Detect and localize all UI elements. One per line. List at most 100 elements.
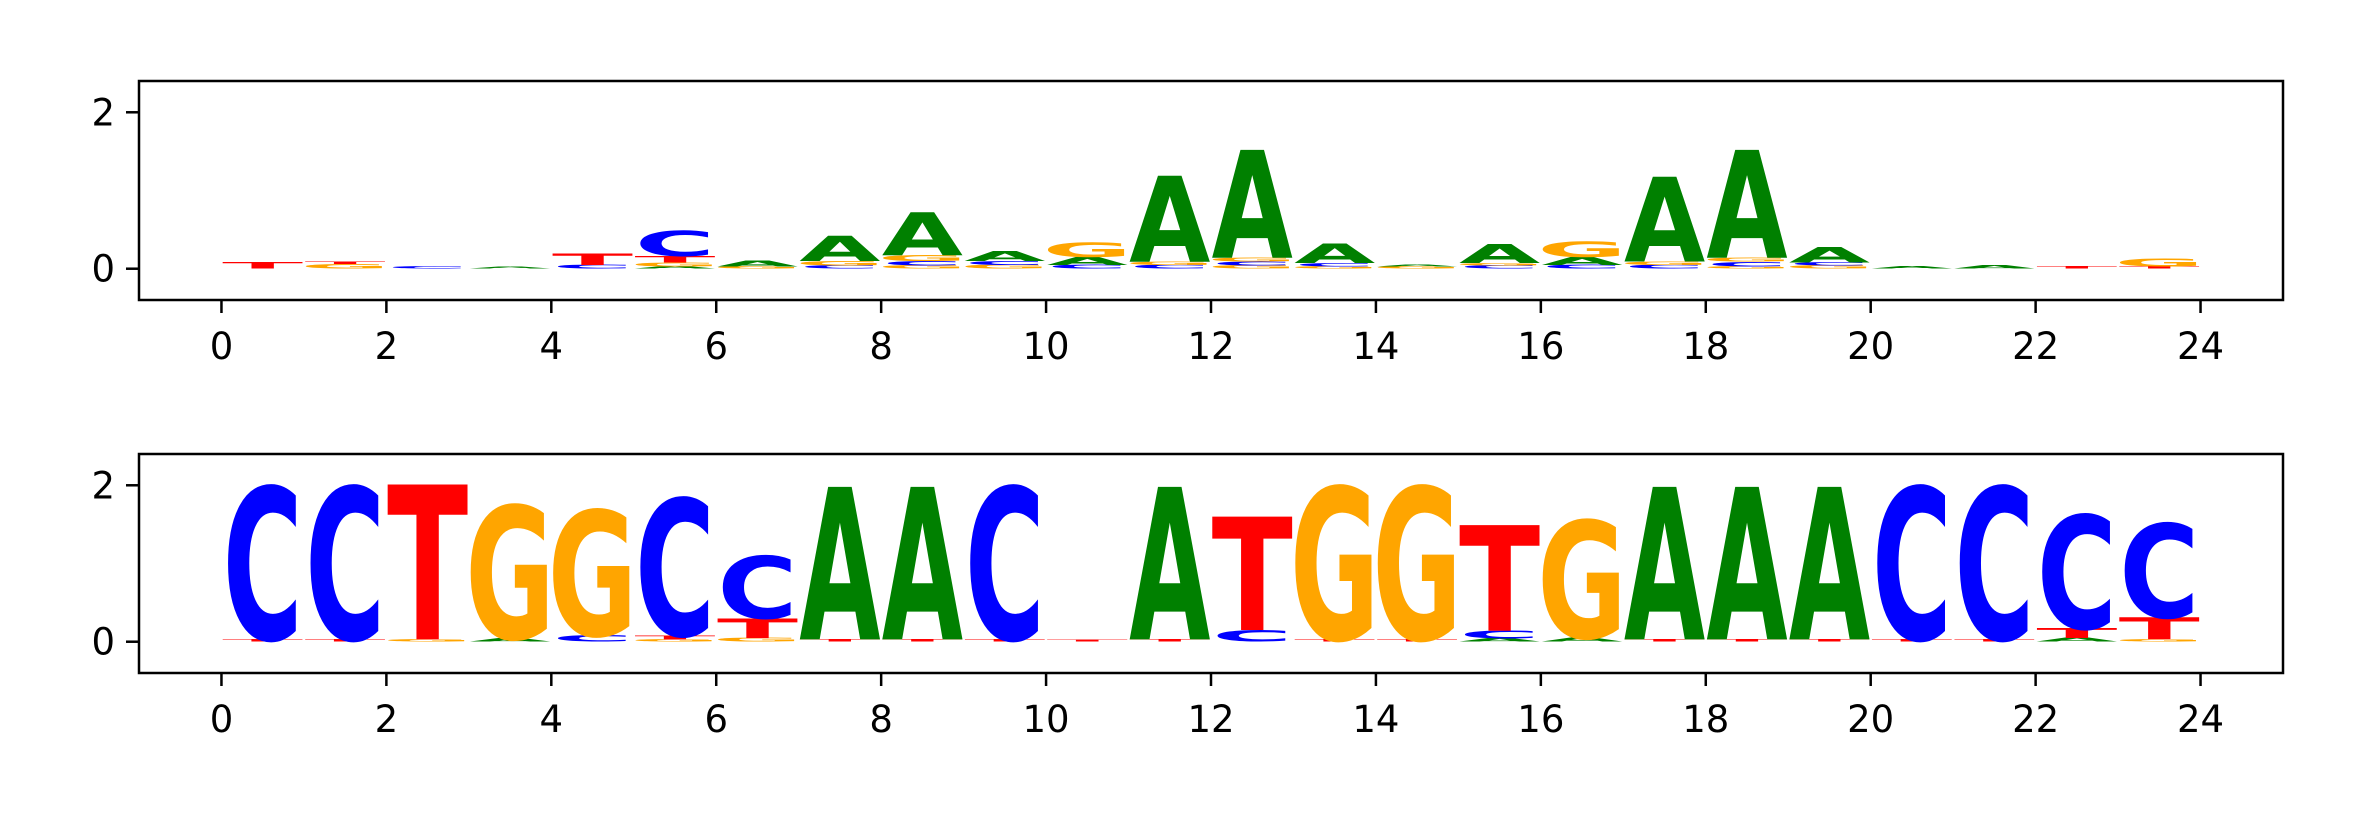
logo-letter-A-panel1-pos3-0: A [469, 638, 551, 643]
logo-letter-C-panel0-pos13-1: C [1295, 262, 1375, 267]
x-tick-label-panel1-0: 0 [210, 698, 234, 741]
logo-letter-A-panel0-pos8-3: A [882, 201, 963, 270]
logo-letter-T-panel1-pos17-0: T [1624, 639, 1705, 643]
x-tick-label-panel1-3: 6 [704, 698, 728, 741]
x-axis-bottom: 0 2 4 6 8 10 12 14 16 18 20 22 24 [210, 673, 2224, 741]
logo-letter-G-panel1-pos16-1: G [1537, 489, 1627, 676]
logo-letter-A-panel0-pos6-1: A [717, 259, 799, 268]
logo-letter-A-panel1-pos22-0: A [2036, 637, 2118, 643]
x-tick-label-panel1-5: 10 [1023, 698, 1070, 741]
logo-letter-C-panel1-pos9-1: C [965, 446, 1045, 689]
logo-letter-T-panel1-pos6-1: T [717, 613, 798, 644]
logo-letter-C-panel1-pos1-1: C [305, 446, 385, 689]
logo-letter-A-panel0-pos3-0: A [469, 267, 551, 270]
logo-letter-G-panel1-pos23-0: G [2114, 639, 2204, 643]
logo-letter-T-panel0-pos23-0: T [2119, 266, 2200, 270]
logo-letter-T-panel1-pos18-0: T [1706, 639, 1787, 643]
logo-letter-G-panel1-pos2-0: G [383, 639, 473, 643]
logo-letter-A-panel0-pos19-2: A [1789, 243, 1871, 268]
y-axis-top: 02 [91, 91, 139, 291]
logo-letter-G-panel0-pos5-1: G [630, 261, 720, 267]
logo-letter-A-panel1-pos15-0: A [1459, 638, 1541, 643]
y-tick-label-panel1-0: 0 [91, 621, 115, 664]
logo-letter-A-panel0-pos15-2: A [1459, 240, 1540, 270]
logo-letter-G-panel1-pos13-1: G [1290, 446, 1380, 689]
logo-letter-G-panel0-pos23-1: G [2114, 257, 2204, 269]
logo-letter-G-panel0-pos15-1: G [1455, 263, 1545, 267]
logo-letter-C-panel0-pos19-1: C [1789, 262, 1869, 267]
logo-letter-C-panel0-pos18-1: C [1707, 260, 1787, 267]
logo-letter-G-panel0-pos1-0: G [300, 263, 390, 270]
logo-letter-T-panel1-pos21-0: T [1954, 639, 2035, 643]
logo-letter-A-panel1-pos7-1: A [799, 446, 880, 690]
logo-letter-G-panel1-pos4-1: G [548, 476, 638, 676]
x-tick-label-panel0-5: 10 [1023, 325, 1070, 368]
x-tick-label-panel1-8: 16 [1517, 698, 1564, 741]
logo-letter-A-panel0-pos10-1: A [1047, 255, 1129, 268]
logo-letter-C-panel0-pos9-1: C [965, 260, 1045, 266]
logo-letter-T-panel1-pos8-0: T [882, 639, 963, 643]
x-tick-label-panel0-1: 2 [375, 325, 399, 368]
x-tick-label-panel1-12: 24 [2177, 698, 2224, 741]
logo-letter-C-panel1-pos4-0: C [552, 634, 632, 644]
logo-letter-G-panel0-pos16-2: G [1537, 237, 1627, 262]
logo-letter-T-panel0-pos5-2: T [634, 255, 716, 265]
logo-letter-G-panel0-pos17-1: G [1620, 261, 1710, 266]
logo-letter-C-panel1-pos0-1: C [223, 446, 303, 689]
x-tick-label-panel0-0: 0 [210, 325, 234, 368]
logo-letter-T-panel1-pos14-0: T [1377, 639, 1458, 643]
logo-letter-T-panel0-pos22-0: T [2036, 266, 2117, 270]
logo-letter-G-panel0-pos18-2: G [1702, 257, 1792, 263]
x-tick-label-panel0-7: 14 [1352, 325, 1399, 368]
logo-letter-A-panel0-pos7-2: A [799, 230, 881, 270]
logo-letter-G-panel0-pos13-0: G [1290, 266, 1380, 270]
x-tick-label-panel0-10: 20 [1847, 325, 1894, 368]
logo-letter-G-panel1-pos3-1: G [465, 470, 555, 682]
x-tick-label-panel1-6: 12 [1187, 698, 1234, 741]
logo-letter-A-panel1-pos19-1: A [1789, 446, 1870, 690]
x-tick-label-panel0-2: 4 [540, 325, 564, 368]
logo-letter-T-panel1-pos22-1: T [2036, 626, 2118, 641]
logo-letter-A-panel0-pos13-2: A [1294, 239, 1375, 270]
logo-letter-T-panel1-pos9-0: T [964, 639, 1045, 643]
logo-letter-A-panel0-pos12-3: A [1212, 122, 1293, 294]
logo-letter-C-panel0-pos8-1: C [882, 260, 962, 267]
logo-letter-A-panel0-pos17-2: A [1624, 155, 1705, 290]
logo-letter-A-panel0-pos9-2: A [964, 249, 1045, 264]
logo-letter-A-panel1-pos16-0: A [1541, 637, 1623, 643]
logo-letter-G-panel0-pos10-2: G [1042, 239, 1132, 261]
logo-letter-T-panel0-pos0-0: T [222, 261, 304, 271]
logo-letter-T-panel1-pos2-1: T [387, 442, 468, 690]
logo-letter-T-panel1-pos15-2: T [1459, 497, 1540, 665]
logo-letter-C-panel0-pos7-0: C [800, 265, 880, 270]
logo-letter-T-panel1-pos5-1: T [634, 634, 715, 640]
logo-letter-C-panel1-pos21-1: C [1954, 446, 2034, 689]
logo-letter-G-panel0-pos9-0: G [960, 264, 1050, 270]
logo-letter-T-panel0-pos1-1: T [305, 261, 386, 265]
logo-letter-G-panel0-pos12-0: G [1207, 265, 1297, 270]
logo-letter-C-panel0-pos17-0: C [1624, 264, 1704, 270]
x-tick-label-panel1-11: 22 [2012, 698, 2059, 741]
logo-letter-C-panel1-pos20-1: C [1872, 446, 1952, 689]
x-tick-label-panel0-12: 24 [2177, 325, 2224, 368]
logo-letter-A-panel1-pos11-1: A [1129, 446, 1210, 690]
logo-letter-A-panel1-pos18-1: A [1706, 446, 1787, 690]
logo-letter-G-panel0-pos12-2: G [1207, 257, 1297, 263]
x-tick-label-panel0-6: 12 [1187, 325, 1234, 368]
x-axis-top: 0 2 4 6 8 10 12 14 16 18 20 22 24 [210, 300, 2224, 368]
logo-letter-C-panel0-pos4-0: C [552, 264, 632, 270]
x-tick-label-panel1-10: 20 [1847, 698, 1894, 741]
logo-letter-T-panel1-pos11-0: T [1129, 639, 1210, 643]
logo-letter-A-panel0-pos18-3: A [1706, 122, 1787, 294]
logo-letter-T-panel1-pos19-0: T [1789, 639, 1870, 643]
logo-letter-G-panel1-pos6-0: G [713, 637, 803, 643]
logo-letter-C-panel1-pos15-1: C [1460, 629, 1540, 641]
logo-letter-A-panel0-pos21-0: A [1954, 265, 2036, 270]
x-tick-label-panel0-8: 16 [1517, 325, 1564, 368]
x-tick-label-panel1-4: 8 [869, 698, 893, 741]
